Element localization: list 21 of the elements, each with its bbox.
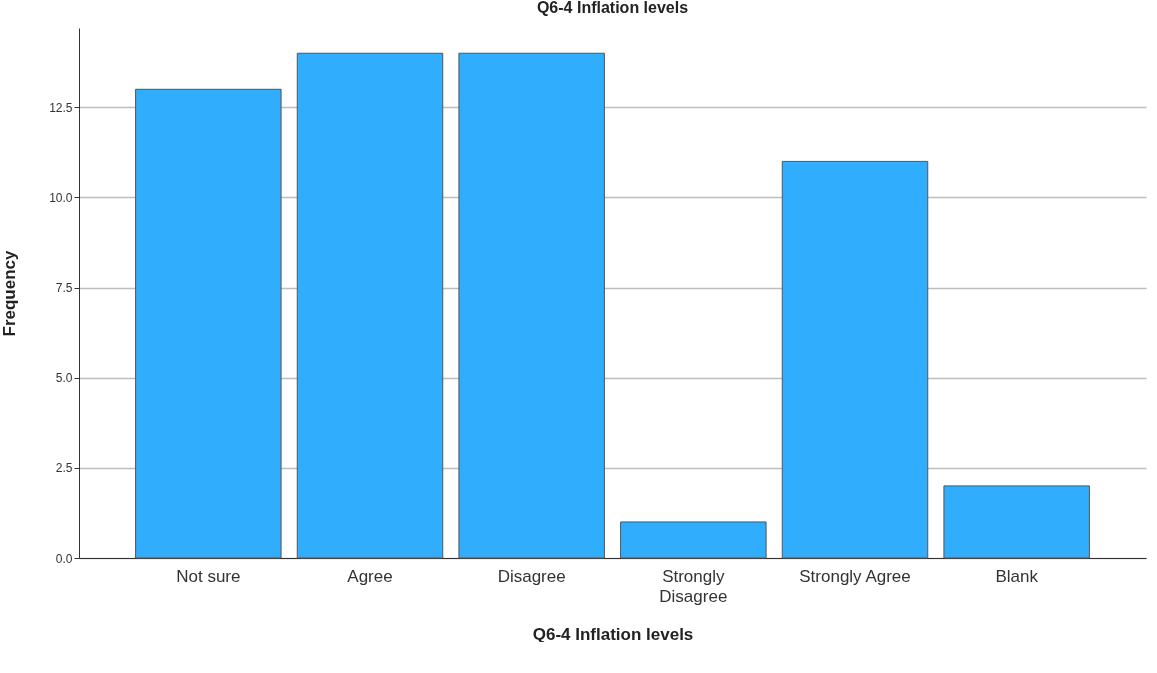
- bar: [458, 52, 605, 559]
- x-tick-label: Strongly Agree: [799, 566, 911, 586]
- y-tick-label: 12.5: [49, 100, 73, 115]
- y-tick-label: 5.0: [55, 371, 73, 386]
- chart-title: Q6-4 Inflation levels: [536, 0, 689, 16]
- y-axis-title: Frequency: [0, 249, 20, 337]
- x-tick-label: Agree: [347, 566, 393, 586]
- bar: [943, 485, 1090, 559]
- y-tick-label: 10.0: [49, 190, 73, 205]
- x-axis-title: Q6-4 Inflation levels: [532, 624, 694, 644]
- x-tick-label: Not sure: [176, 566, 241, 586]
- bar: [296, 52, 444, 559]
- bar: [135, 88, 282, 559]
- y-tick-label: 7.5: [55, 281, 73, 296]
- x-tick-label: Blank: [995, 566, 1039, 586]
- bar: [781, 160, 929, 559]
- x-tick-label: Strongly Disagree: [659, 566, 728, 606]
- y-tick-label: 0.0: [55, 551, 73, 566]
- y-tick-label: 2.5: [55, 461, 73, 476]
- x-tick-label: Disagree: [497, 566, 566, 586]
- bar: [620, 521, 767, 559]
